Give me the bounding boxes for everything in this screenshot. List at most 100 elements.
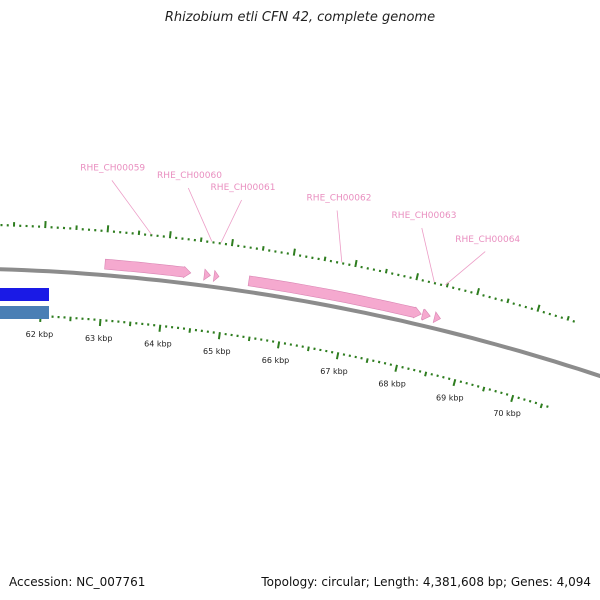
gene-labels: RHE_CH00059 RHE_CH00060 RHE_CH00061 RHE_CH0…	[80, 164, 520, 245]
scale-label: 62 kbp	[26, 330, 54, 339]
tick-mark	[488, 295, 491, 299]
scale-label: 64 kbp	[144, 340, 172, 349]
tick-mark	[360, 356, 363, 360]
tick-mark	[354, 259, 358, 268]
tick-mark	[459, 380, 463, 384]
tick-mark	[476, 287, 480, 296]
tick-mark	[384, 268, 388, 274]
gene-label[interactable]: RHE_CH00061	[211, 183, 276, 193]
tick-mark	[482, 294, 485, 297]
tick-mark	[452, 378, 457, 387]
tick-mark	[366, 267, 369, 270]
tick-mark	[548, 312, 552, 316]
tick-mark	[528, 399, 532, 403]
gene-label[interactable]: RHE_CH00059	[80, 164, 145, 174]
tick-mark	[447, 377, 451, 381]
tick-mark	[500, 299, 503, 302]
left-features	[0, 288, 49, 319]
tick-mark	[277, 341, 281, 349]
tick-mark	[383, 361, 387, 365]
tick-mark	[539, 403, 543, 409]
gene-arrow-rhe_ch00064[interactable]	[432, 311, 441, 324]
tick-mark	[261, 246, 265, 251]
tick-mark	[415, 273, 419, 281]
tick-mark	[523, 398, 526, 401]
leader-line	[421, 227, 435, 283]
tick-mark	[518, 304, 522, 307]
tick-mark	[436, 374, 439, 378]
tick-mark	[427, 280, 431, 284]
tick-mark	[230, 238, 234, 247]
gene-arrow-rhe_ch00063[interactable]	[420, 308, 431, 321]
tick-mark	[433, 281, 437, 285]
gene-label-leaders	[111, 180, 486, 286]
tick-mark	[458, 287, 461, 291]
leader-line	[187, 187, 213, 242]
gene-label[interactable]: RHE_CH00062	[307, 194, 372, 204]
gene-arrow-rhe_ch00061[interactable]	[212, 269, 220, 283]
tick-mark	[403, 274, 406, 278]
tick-mark	[505, 393, 509, 396]
tick-mark	[401, 365, 404, 369]
tick-mark	[421, 279, 424, 282]
tick-mark	[524, 305, 528, 309]
tick-mark	[409, 276, 412, 279]
tick-mark	[188, 328, 192, 333]
tick-mark	[476, 385, 480, 388]
tick-mark	[566, 315, 570, 321]
genome-backbone	[0, 267, 600, 379]
tick-mark	[292, 248, 296, 256]
tick-mark	[510, 394, 515, 403]
tick-mark	[494, 297, 497, 301]
tick-mark	[482, 386, 486, 392]
tick-mark	[530, 307, 534, 311]
scale-label: 66 kbp	[262, 356, 290, 365]
map-title: Rhizobium etli CFN 42, complete genome	[164, 10, 436, 25]
tick-mark	[494, 389, 497, 393]
scale-label: 67 kbp	[320, 367, 348, 376]
tick-mark	[391, 272, 394, 275]
tick-mark	[465, 381, 468, 385]
gene-label[interactable]: RHE_CH00064	[455, 235, 520, 245]
tick-mark	[394, 364, 398, 372]
scale-label: 70 kbp	[493, 409, 521, 418]
tick-mark	[217, 332, 221, 340]
tick-mark	[377, 360, 381, 364]
feature-bar-blue[interactable]	[0, 288, 49, 301]
tick-mark	[342, 353, 346, 356]
leader-line	[445, 251, 486, 286]
tick-mark	[536, 304, 541, 312]
tick-mark	[98, 318, 102, 327]
tick-mark	[330, 350, 334, 354]
tick-mark	[323, 256, 327, 262]
scale-label: 63 kbp	[85, 334, 113, 343]
tick-mark	[470, 291, 473, 294]
tick-mark	[158, 324, 162, 332]
tick-mark	[500, 391, 503, 395]
tick-mark	[389, 363, 393, 366]
tick-mark	[424, 371, 428, 377]
gene-label[interactable]: RHE_CH00060	[157, 171, 222, 181]
scale-label: 68 kbp	[378, 379, 406, 388]
tick-mark	[554, 314, 558, 318]
leader-line	[220, 199, 242, 243]
feature-bar-steel[interactable]	[0, 306, 49, 319]
tick-mark	[471, 383, 474, 387]
tick-mark	[106, 225, 110, 233]
tick-mark	[430, 373, 433, 376]
scale-label: 65 kbp	[203, 347, 231, 356]
tick-mark	[546, 405, 549, 408]
gene-arrow-rhe_ch00060[interactable]	[203, 268, 211, 281]
tick-mark	[307, 346, 310, 352]
leader-line	[336, 210, 343, 263]
gene-arrow-rhe_ch00062[interactable]	[247, 275, 422, 319]
tick-mark	[199, 237, 203, 243]
tick-mark	[534, 401, 538, 405]
tick-mark	[247, 336, 251, 342]
gene-arrow-rhe_ch00059[interactable]	[104, 258, 192, 279]
scale-label: 69 kbp	[436, 394, 464, 403]
tick-mark	[542, 310, 546, 314]
gene-label[interactable]: RHE_CH00063	[392, 211, 457, 221]
